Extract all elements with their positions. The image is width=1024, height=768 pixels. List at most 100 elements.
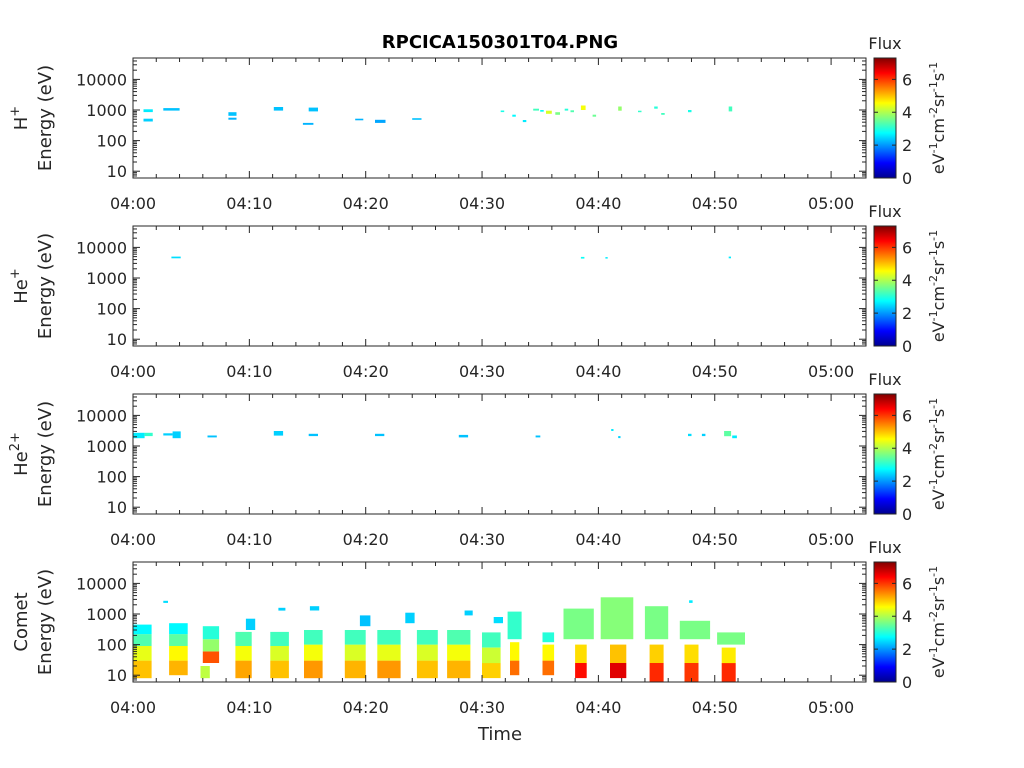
heatmap-cell xyxy=(228,112,237,116)
heatmap-cell xyxy=(235,660,252,679)
heatmap-cell xyxy=(375,433,385,437)
y-tick-label: 100 xyxy=(96,636,127,655)
heatmap-cell xyxy=(458,434,469,438)
heatmap-cell xyxy=(542,632,555,643)
colorbar-gradient xyxy=(873,225,897,347)
panel-4: 10 100 1000 10000 04:00 04:10 04:20 04:30 04:40 0… xyxy=(11,538,948,717)
heatmap-cell xyxy=(207,435,217,438)
heatmap-cell xyxy=(611,429,614,431)
x-tick-label: 04:00 xyxy=(110,698,156,717)
heatmap-cell xyxy=(377,644,401,661)
x-tick-label: 04:50 xyxy=(692,194,738,213)
colorbar-unit-label: eV-1cm-2sr-1s-1 xyxy=(927,62,948,174)
y-axis-label: Energy (eV) xyxy=(35,233,56,339)
heatmap-cells xyxy=(133,597,745,682)
y-tick-label: 1000 xyxy=(86,269,127,288)
heatmap-cell xyxy=(144,432,153,437)
x-tick-label: 04:10 xyxy=(226,698,272,717)
heatmap-cell xyxy=(202,639,220,652)
x-axis-label: Time xyxy=(477,724,522,745)
heatmap-cell xyxy=(600,597,634,640)
y-tick-label: 100 xyxy=(96,468,127,487)
colorbar-title: Flux xyxy=(868,538,901,557)
heatmap-cell xyxy=(273,107,284,111)
colorbar-gradient xyxy=(873,561,897,683)
colorbar-tick-label: 4 xyxy=(902,103,912,122)
figure-title: RPCICA150301T04.PNG xyxy=(382,32,618,53)
x-tick-label: 04:30 xyxy=(459,194,505,213)
colorbar-tick-label: 2 xyxy=(902,304,912,323)
heatmap-cell xyxy=(618,436,621,439)
heatmap-cell xyxy=(200,666,210,679)
heatmap-cell xyxy=(580,105,586,110)
heatmap-cell xyxy=(278,607,286,611)
heatmap-cell xyxy=(202,651,220,663)
heatmap-cell xyxy=(308,107,318,112)
species-label: He+ xyxy=(8,268,32,304)
heatmap-cell xyxy=(644,606,669,640)
species-label: He2+ xyxy=(8,432,32,476)
colorbar-tick-label: 6 xyxy=(902,70,912,89)
heatmap-cell xyxy=(684,663,699,682)
heatmap-cell xyxy=(304,630,323,645)
colorbar-tick-label: 2 xyxy=(902,640,912,659)
heatmap-cell xyxy=(416,630,438,645)
y-tick-label: 10000 xyxy=(76,574,127,593)
y-tick-label: 10000 xyxy=(76,238,127,257)
heatmap-cell xyxy=(500,110,505,113)
heatmap-cell xyxy=(728,106,733,112)
heatmap-cell xyxy=(133,624,152,635)
heatmap-cell xyxy=(510,660,520,676)
colorbar-title: Flux xyxy=(868,202,901,221)
species-label: H+ xyxy=(8,106,32,130)
heatmap-cell xyxy=(618,106,622,111)
heatmap-cell xyxy=(649,663,664,682)
heatmap-cell xyxy=(555,112,560,115)
heatmap-cell xyxy=(610,663,627,679)
heatmap-cell xyxy=(661,113,665,115)
colorbar-tick-label: 0 xyxy=(902,337,912,356)
y-tick-label: 1000 xyxy=(86,437,127,456)
heatmap-cell xyxy=(575,663,587,679)
heatmap-cell xyxy=(654,106,658,109)
y-tick-label: 10 xyxy=(107,666,127,685)
x-tick-label: 04:30 xyxy=(459,530,505,549)
heatmap-cell xyxy=(163,433,173,436)
heatmap-cell xyxy=(163,108,180,111)
heatmap-cell xyxy=(510,642,520,661)
x-tick-label: 04:10 xyxy=(226,530,272,549)
heatmap-cell xyxy=(309,606,320,611)
heatmap-cell xyxy=(375,119,386,123)
heatmap-cell xyxy=(605,257,608,259)
heatmap-cell xyxy=(724,431,732,437)
heatmap-cell xyxy=(679,620,711,640)
colorbar-title: Flux xyxy=(868,34,901,53)
heatmap-cell xyxy=(304,660,323,679)
heatmap-cell xyxy=(143,109,153,113)
heatmap-cell xyxy=(169,646,188,661)
heatmap-cell xyxy=(542,644,555,661)
heatmap-cell xyxy=(482,647,501,664)
y-tick-label: 10000 xyxy=(76,70,127,89)
heatmap-cell xyxy=(133,646,152,661)
colorbar-tick-label: 4 xyxy=(902,271,912,290)
x-tick-label: 04:20 xyxy=(343,362,389,381)
colorbar-tick-label: 2 xyxy=(902,136,912,155)
plot-frame xyxy=(132,225,867,347)
heatmap-cell xyxy=(732,435,737,439)
y-tick-label: 10 xyxy=(107,330,127,349)
heatmap-cell xyxy=(580,256,585,259)
colorbar-tick-label: 0 xyxy=(902,505,912,524)
heatmap-cells xyxy=(133,429,737,439)
heatmap-cell xyxy=(688,433,692,437)
heatmap-cell xyxy=(575,644,587,663)
x-tick-label: 04:40 xyxy=(575,194,621,213)
heatmap-cell xyxy=(235,631,252,646)
x-tick-label: 04:10 xyxy=(226,194,272,213)
x-tick-label: 04:00 xyxy=(110,530,156,549)
heatmap-cell xyxy=(133,660,152,679)
heatmap-cell xyxy=(416,644,438,661)
